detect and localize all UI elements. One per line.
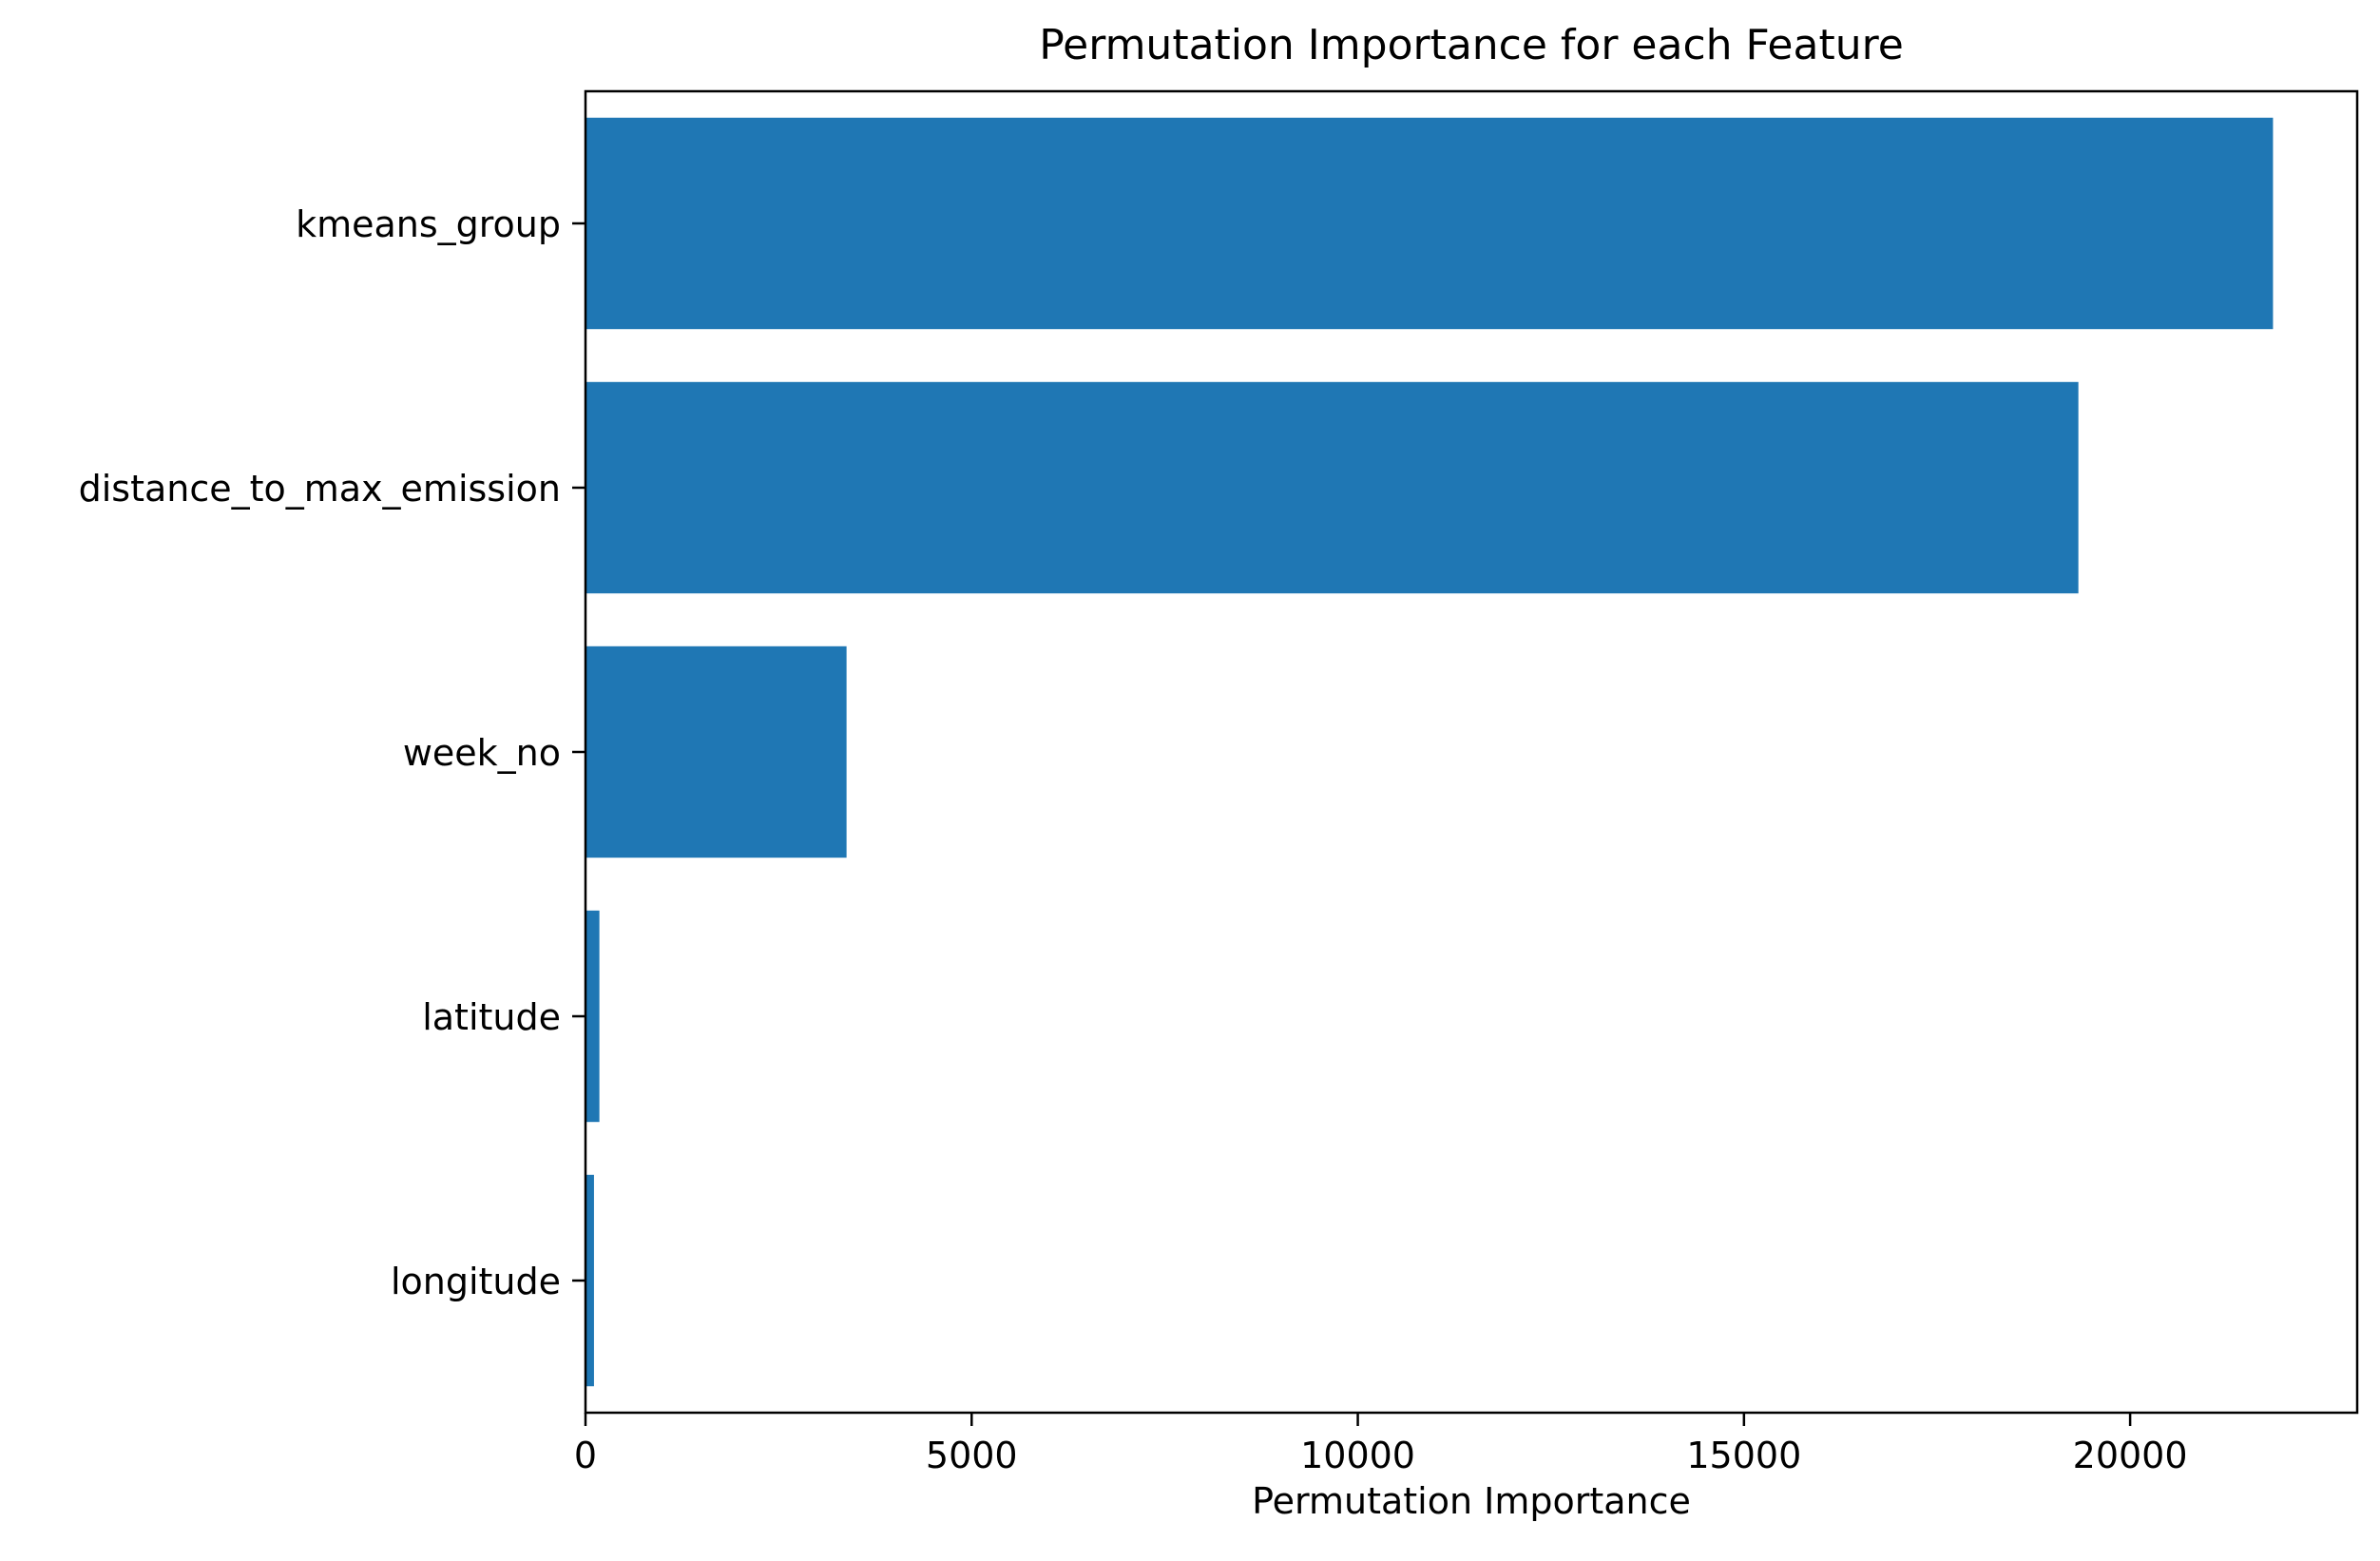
bar-longitude bbox=[585, 1174, 594, 1387]
y-tick-label: week_no bbox=[403, 732, 561, 774]
bar-latitude bbox=[585, 910, 600, 1123]
x-tick-label: 20000 bbox=[2073, 1435, 2188, 1476]
bar-week-no bbox=[585, 646, 847, 858]
y-tick-label: distance_to_max_emission bbox=[79, 468, 561, 510]
x-tick-label: 0 bbox=[574, 1435, 597, 1476]
bar-kmeans-group bbox=[585, 117, 2274, 330]
x-axis: 0 5000 10000 15000 20000 bbox=[574, 1413, 2188, 1476]
x-tick-label: 10000 bbox=[1300, 1435, 1415, 1476]
chart-title: Permutation Importance for each Feature bbox=[1039, 21, 1904, 69]
x-axis-label: Permutation Importance bbox=[1252, 1480, 1691, 1522]
y-tick-label: latitude bbox=[422, 996, 561, 1038]
x-tick-label: 15000 bbox=[1686, 1435, 1801, 1476]
y-tick-label: longitude bbox=[391, 1261, 561, 1302]
axes-frame bbox=[584, 89, 2359, 1415]
x-tick-label: 5000 bbox=[926, 1435, 1018, 1476]
y-axis: kmeans_group distance_to_max_emissionweek… bbox=[79, 203, 585, 1302]
y-tick-label: kmeans_group bbox=[296, 203, 561, 245]
bars-layer bbox=[585, 117, 2274, 1387]
bar-distance-to-max-emission bbox=[585, 381, 2079, 594]
